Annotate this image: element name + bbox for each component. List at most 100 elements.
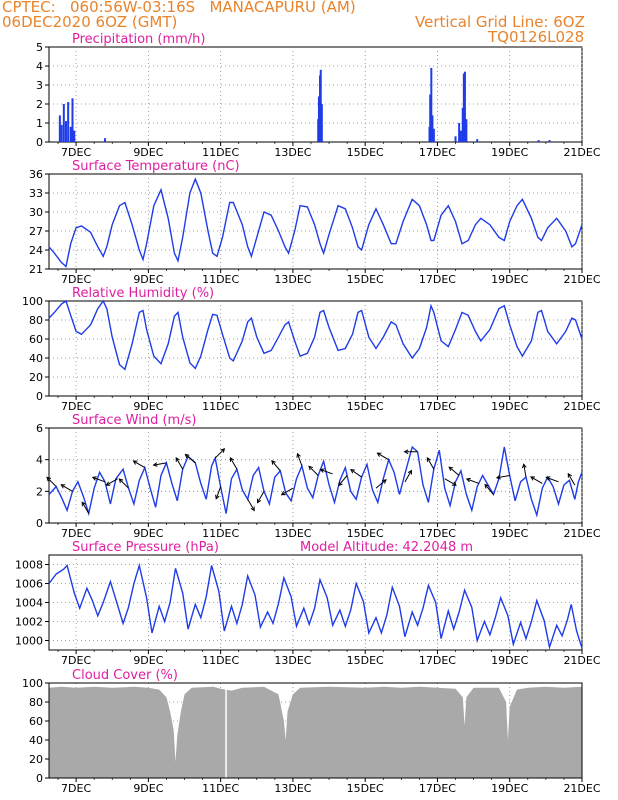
x-tick-label: 19DEC: [491, 273, 528, 286]
wind-arrow: [247, 499, 255, 512]
y-tick-label: 20: [29, 371, 43, 384]
panel-precip: [45, 46, 583, 146]
x-tick-label: 17DEC: [419, 273, 456, 286]
x-tick-label: 21DEC: [563, 782, 600, 795]
x-tick-label: 21DEC: [563, 273, 600, 286]
x-tick-label: 13DEC: [274, 146, 311, 159]
precip-bar: [462, 73, 465, 142]
wind-arrow: [319, 468, 333, 475]
y-tick-label: 4: [36, 454, 43, 467]
precip-bar: [319, 69, 322, 142]
y-tick-label: 27: [29, 225, 43, 238]
y-tick-label: 4: [36, 60, 43, 73]
wind-arrow-head: [567, 472, 572, 478]
y-tick-label: 2: [36, 485, 43, 498]
wind-arrow: [465, 477, 480, 484]
wind-arrow-head: [308, 465, 313, 471]
panel-title: Surface Wind (m/s): [72, 413, 196, 428]
wind-arrow-shaft: [338, 475, 348, 486]
y-tick-label: 21: [29, 263, 43, 276]
x-tick-label: 17DEC: [419, 146, 456, 159]
y-tick-label: 0: [36, 390, 43, 403]
wind-arrow-shaft: [377, 452, 389, 461]
x-tick-label: 7DEC: [61, 654, 91, 667]
wind-arrow-shaft: [175, 457, 184, 470]
wind-arrow-head: [46, 476, 52, 482]
wind-arrow-head: [319, 468, 325, 473]
y-tick-label: 60: [29, 333, 43, 346]
y-tick-label: 0: [36, 772, 43, 785]
x-tick-label: 15DEC: [347, 782, 384, 795]
x-tick-label: 9DEC: [133, 273, 163, 286]
wind-arrow-head: [521, 463, 527, 469]
panel-title: Surface Temperature (nC): [72, 159, 240, 174]
wind-arrow: [256, 491, 265, 504]
wind-arrow-shaft: [530, 476, 543, 484]
y-tick-label: 80: [29, 314, 43, 327]
precip-bar: [60, 124, 63, 142]
x-tick-label: 15DEC: [347, 400, 384, 413]
wind-arrow: [60, 484, 73, 492]
y-tick-label: 1008: [15, 559, 43, 572]
rh-series-line: [48, 299, 583, 371]
wind-arrow-head: [220, 448, 226, 453]
precip-bar: [320, 104, 323, 142]
wind-arrow-shaft: [257, 491, 265, 503]
wind-arrow-head: [403, 449, 409, 455]
wind-arrow: [403, 449, 418, 455]
y-tick-label: 5: [36, 41, 43, 54]
panel-frame: [48, 46, 583, 143]
x-tick-label: 21DEC: [563, 400, 600, 413]
wind-arrow-shaft: [308, 465, 319, 476]
wind-arrow-shaft: [567, 473, 576, 486]
x-tick-label: 13DEC: [274, 782, 311, 795]
wind-arrow-head: [215, 494, 220, 500]
x-tick-label: 7DEC: [61, 400, 91, 413]
wind-arrow-shaft: [484, 484, 494, 495]
x-tick-label: 15DEC: [347, 527, 384, 540]
wind-arrow-head: [338, 481, 343, 487]
wind-arrow: [376, 452, 389, 461]
wind-arrow-shaft: [214, 448, 225, 459]
wind-arrow-head: [118, 478, 124, 483]
wind-arrow-shaft: [426, 457, 435, 470]
wind-arrow: [271, 459, 281, 472]
x-tick-label: 9DEC: [133, 782, 163, 795]
x-tick-label: 21DEC: [563, 654, 600, 667]
panel-frame: [48, 427, 583, 524]
wind-arrow-shaft: [404, 470, 412, 483]
y-tick-label: 6: [36, 422, 43, 435]
wind-arrow-shaft: [448, 466, 460, 476]
precip-bar: [476, 139, 479, 142]
wind-arrow: [545, 476, 559, 483]
precip-bar: [461, 107, 464, 142]
wind-arrow: [375, 479, 387, 489]
wind-arrow-head: [465, 477, 471, 483]
wind-arrow-head: [280, 490, 286, 496]
wind-arrow: [444, 478, 457, 486]
x-tick-label: 11DEC: [202, 273, 239, 286]
x-tick-label: 13DEC: [274, 400, 311, 413]
wind-arrow-head: [448, 466, 454, 472]
y-tick-label: 1006: [15, 578, 43, 591]
wind-arrow-head: [350, 469, 355, 474]
wind-arrow-shaft: [350, 469, 362, 478]
x-tick-label: 7DEC: [61, 146, 91, 159]
wind-arrow: [338, 475, 348, 487]
x-tick-label: 19DEC: [491, 527, 528, 540]
wind-arrow-head: [105, 481, 111, 486]
y-tick-label: 2: [36, 98, 43, 111]
x-tick-label: 7DEC: [61, 273, 91, 286]
x-tick-label: 7DEC: [61, 527, 91, 540]
x-tick-label: 17DEC: [419, 527, 456, 540]
wind-arrow-head: [256, 498, 262, 504]
panel-wind: [45, 427, 583, 527]
y-tick-label: 1004: [15, 597, 43, 610]
x-tick-label: 13DEC: [274, 654, 311, 667]
y-tick-label: 1: [36, 117, 43, 130]
x-tick-label: 17DEC: [419, 400, 456, 413]
x-tick-label: 19DEC: [491, 654, 528, 667]
x-tick-label: 9DEC: [133, 146, 163, 159]
wind-arrow-shaft: [106, 478, 118, 486]
y-tick-label: 80: [29, 696, 43, 709]
